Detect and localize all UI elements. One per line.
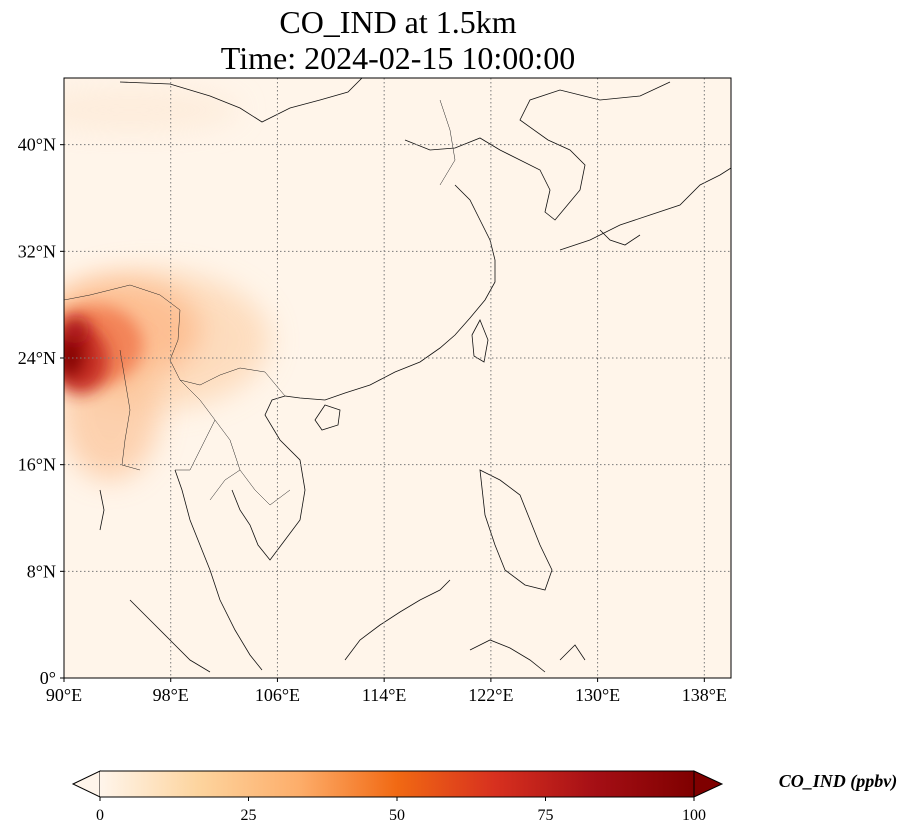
lon-tick-label-3: 114°E [362, 685, 407, 705]
lon-tick-label-6: 138°E [682, 685, 727, 705]
colorbar-tick-label-2: 50 [389, 807, 405, 824]
colorbar-max-extend [693, 770, 724, 798]
colorbar-tick-label-0: 0 [96, 807, 104, 824]
lat-tick-label-0: 0° [40, 668, 56, 688]
map-panel: 90°E 98°E 106°E 114°E 122°E 130°E 138°E 0° 8°N 1… [18, 77, 732, 705]
lon-tick-label-4: 122°E [468, 685, 513, 705]
concentration-field [64, 88, 270, 480]
colorbar: 0 25 50 75 100 CO_IND (ppbv) [71, 770, 898, 824]
lon-tick-label-5: 130°E [575, 685, 620, 705]
latitude-ticks: 0° 8°N 16°N 24°N 32°N 40°N [18, 135, 64, 688]
colorbar-min-extend [71, 770, 101, 798]
map-frame [63, 77, 732, 679]
lon-tick-label-2: 106°E [255, 685, 300, 705]
lat-tick-label-4: 32°N [18, 241, 56, 261]
colorbar-ticks: 0 25 50 75 100 [96, 797, 706, 824]
colorbar-gradient [100, 771, 694, 797]
colorbar-tick-label-3: 75 [538, 807, 554, 824]
longitude-ticks: 90°E 98°E 106°E 114°E 122°E 130°E 138°E [46, 678, 727, 705]
lat-tick-label-2: 16°N [18, 455, 56, 475]
coastlines [99, 78, 731, 673]
colorbar-tick-label-4: 100 [682, 807, 706, 824]
graticule [64, 78, 731, 678]
lon-tick-label-1: 98°E [153, 685, 189, 705]
map-title-line-2: Time: 2024-02-15 10:00:00 [220, 40, 576, 76]
colorbar-title: CO_IND (ppbv) [779, 771, 898, 792]
lat-tick-label-5: 40°N [18, 135, 56, 155]
map-title-line-1: CO_IND at 1.5km [279, 4, 517, 40]
lat-tick-label-1: 8°N [27, 561, 56, 581]
lat-tick-label-3: 24°N [18, 348, 56, 368]
lon-tick-label-0: 90°E [46, 685, 82, 705]
country-borders [64, 99, 456, 506]
colorbar-tick-label-1: 25 [241, 807, 257, 824]
